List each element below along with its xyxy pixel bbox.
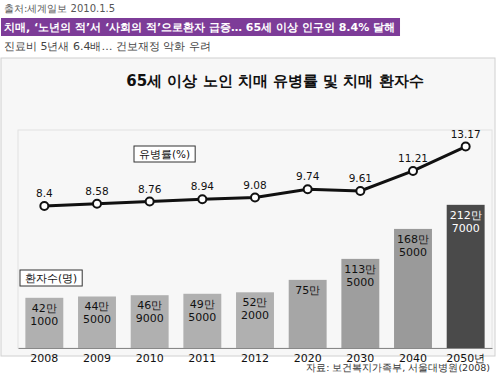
bar-label: 168만5000	[397, 233, 429, 259]
line	[44, 147, 465, 206]
bar	[25, 298, 63, 348]
line-label: 8.58	[85, 185, 108, 197]
line-marker	[198, 195, 206, 203]
line-marker	[409, 167, 417, 175]
x-tick-label: 2011	[188, 352, 216, 365]
chart-svg: 출처:세계일보 2010.1.5 치매, ‘노년의 적’서 ‘사회의 적’으로환자…	[0, 0, 496, 374]
data-labels: 42만1000 44만5000 46만9000 49만5000 52만2000 75만 11…	[30, 128, 481, 328]
subtitle-text: 진료비 5년새 6.4배… 건보재정 악화 우려	[4, 40, 211, 53]
bar	[447, 205, 485, 348]
bar-label: 49만5000	[188, 298, 216, 324]
source-text: 출처:세계일보 2010.1.5	[4, 3, 115, 14]
x-tick: 2011	[188, 352, 216, 365]
x-tick: 2008	[30, 352, 58, 365]
bar	[341, 259, 379, 348]
bar	[236, 292, 274, 348]
source-note: 자료: 보건복지가족부, 서울대병원(2008)	[306, 362, 490, 373]
legend-box	[134, 146, 195, 162]
line-marker	[93, 200, 101, 208]
plot-frame	[18, 130, 492, 348]
line-label: 9.74	[296, 170, 320, 182]
line-marker	[146, 198, 154, 206]
bar	[394, 229, 432, 348]
plot-area	[25, 143, 484, 348]
bar	[289, 280, 327, 348]
line-marker	[304, 185, 312, 193]
line-label: 13.17	[451, 128, 481, 140]
bar	[131, 295, 169, 348]
line-label: 8.94	[191, 180, 215, 192]
x-tick: 2012	[241, 352, 269, 365]
chart-title: 65세 이상 노인 치매 유병률 및 치매 환자수	[126, 72, 423, 90]
line-marker	[462, 143, 470, 151]
bar-label: 52만2000	[241, 296, 269, 322]
line-marker	[251, 194, 259, 202]
line-label: 11.21	[398, 152, 428, 164]
x-tick: 2009	[83, 352, 111, 365]
line-label: 8.76	[138, 183, 162, 195]
x-tick-label: 2010	[136, 352, 164, 365]
bar	[183, 294, 221, 348]
line-label: 9.61	[349, 172, 372, 184]
line-label: 9.08	[243, 179, 266, 191]
legend-box	[20, 270, 82, 286]
bar-label: 212만7000	[450, 209, 482, 235]
x-tick-label: 2008	[30, 352, 58, 365]
legend-label: 유병률(%)	[139, 148, 190, 160]
bar-label: 44만5000	[83, 300, 111, 326]
bar-label: 46만9000	[136, 299, 164, 325]
x-axis-line	[19, 348, 493, 349]
bar	[78, 296, 116, 348]
x-tick: 2010	[136, 352, 164, 365]
headline-band	[1, 18, 400, 36]
bar-label: 113만5000	[344, 263, 376, 289]
line-marker	[40, 202, 48, 210]
x-tick-label: 2009	[83, 352, 111, 365]
headline-text: 치매, ‘노년의 적’서 ‘사회의 적’으로환자 급증… 65세 이상 인구의 …	[4, 21, 395, 34]
bar-label: 42만1000	[30, 302, 58, 328]
x-tick-label: 2012	[241, 352, 269, 365]
line-marker	[356, 187, 364, 195]
chart-panel	[1, 58, 495, 356]
line-label: 8.4	[36, 187, 53, 199]
legend-label: 환자수(명)	[25, 272, 77, 284]
bar-label: 75만	[295, 284, 320, 297]
